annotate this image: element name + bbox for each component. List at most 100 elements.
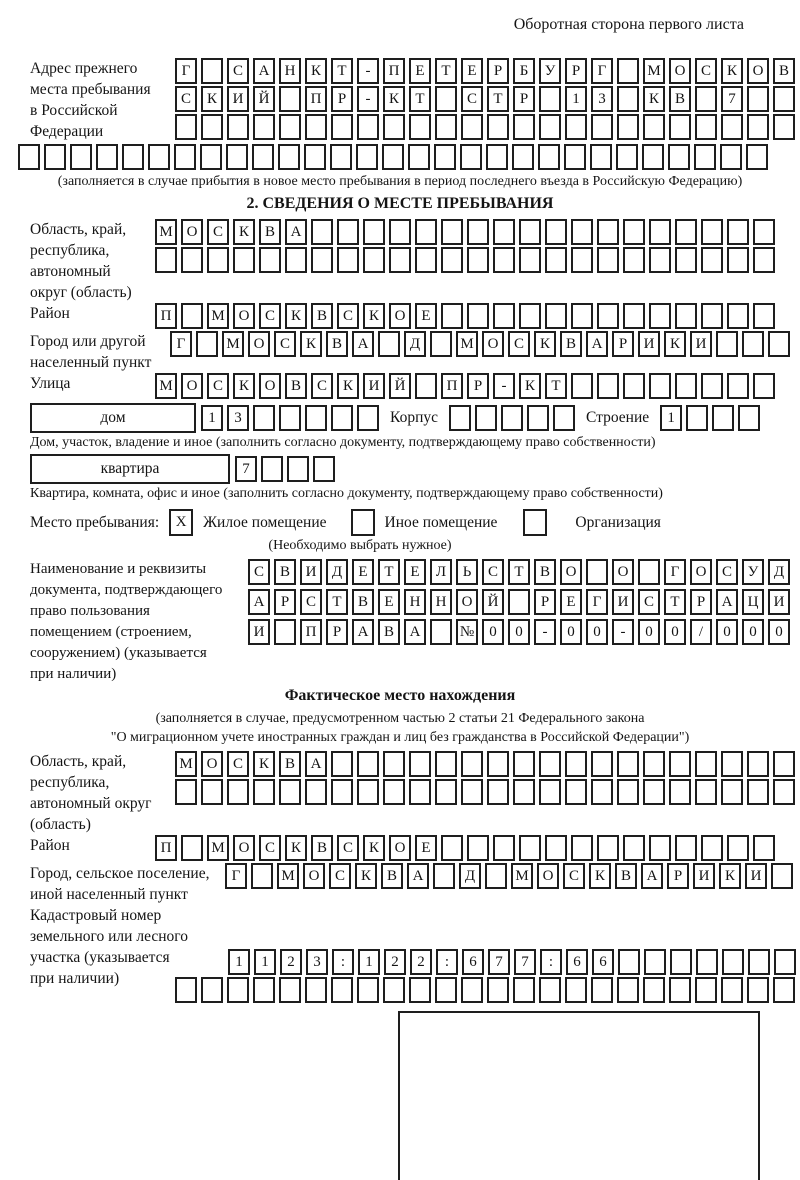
char-box[interactable] [643, 779, 665, 805]
char-box[interactable]: : [436, 949, 458, 975]
char-box[interactable] [512, 144, 534, 170]
char-box[interactable]: Т [331, 58, 353, 84]
char-box[interactable]: 7 [721, 86, 743, 112]
char-box[interactable]: 6 [566, 949, 588, 975]
char-box[interactable] [487, 114, 509, 140]
char-box[interactable] [675, 373, 697, 399]
char-box[interactable]: М [207, 835, 229, 861]
char-box[interactable] [747, 779, 769, 805]
char-box[interactable]: И [227, 86, 249, 112]
char-box[interactable] [337, 247, 359, 273]
char-box[interactable]: У [539, 58, 561, 84]
char-box[interactable] [485, 863, 507, 889]
char-box[interactable] [721, 751, 743, 777]
char-box[interactable] [467, 219, 489, 245]
char-box[interactable]: Г [175, 58, 197, 84]
char-box[interactable]: Н [279, 58, 301, 84]
char-box[interactable]: С [716, 559, 738, 585]
char-box[interactable]: Е [409, 58, 431, 84]
char-box[interactable] [415, 373, 437, 399]
char-box[interactable] [539, 977, 561, 1003]
char-box[interactable]: Т [508, 559, 530, 585]
char-box[interactable] [539, 779, 561, 805]
char-box[interactable] [175, 114, 197, 140]
char-box[interactable] [545, 219, 567, 245]
char-box[interactable] [486, 144, 508, 170]
char-box[interactable]: В [615, 863, 637, 889]
char-box[interactable] [449, 405, 471, 431]
char-box[interactable] [287, 456, 309, 482]
char-box[interactable]: Д [768, 559, 790, 585]
char-box[interactable]: В [669, 86, 691, 112]
char-box[interactable] [642, 144, 664, 170]
char-box[interactable] [638, 559, 660, 585]
char-box[interactable] [196, 331, 218, 357]
char-box[interactable]: 1 [254, 949, 276, 975]
char-box[interactable] [675, 835, 697, 861]
char-box[interactable] [716, 331, 738, 357]
char-box[interactable]: К [589, 863, 611, 889]
char-box[interactable] [565, 977, 587, 1003]
char-box[interactable] [747, 751, 769, 777]
char-box[interactable]: А [285, 219, 307, 245]
char-box[interactable] [571, 247, 593, 273]
char-box[interactable]: И [693, 863, 715, 889]
char-box[interactable]: И [745, 863, 767, 889]
char-box[interactable] [597, 247, 619, 273]
char-box[interactable]: Е [415, 303, 437, 329]
char-box[interactable]: С [259, 835, 281, 861]
char-box[interactable] [337, 219, 359, 245]
char-box[interactable] [721, 977, 743, 1003]
char-box[interactable]: В [352, 589, 374, 615]
char-box[interactable] [487, 779, 509, 805]
char-box[interactable] [305, 405, 327, 431]
char-box[interactable] [591, 751, 613, 777]
char-box[interactable]: О [201, 751, 223, 777]
char-box[interactable]: С [695, 58, 717, 84]
char-box[interactable] [461, 751, 483, 777]
char-box[interactable] [513, 751, 535, 777]
char-box[interactable]: 1 [660, 405, 683, 431]
char-box[interactable] [722, 949, 744, 975]
char-box[interactable]: К [721, 58, 743, 84]
char-box[interactable] [513, 114, 535, 140]
char-box[interactable]: 1 [201, 405, 223, 431]
char-box[interactable]: М [643, 58, 665, 84]
char-box[interactable]: 0 [482, 619, 504, 645]
char-box[interactable] [441, 247, 463, 273]
char-box[interactable] [434, 144, 456, 170]
char-box[interactable]: - [357, 58, 379, 84]
char-box[interactable]: К [233, 373, 255, 399]
char-box[interactable]: Н [430, 589, 452, 615]
char-box[interactable] [597, 835, 619, 861]
char-box[interactable]: 0 [586, 619, 608, 645]
char-box[interactable]: Р [565, 58, 587, 84]
char-box[interactable]: А [352, 331, 374, 357]
char-box[interactable] [747, 977, 769, 1003]
char-box[interactable] [278, 144, 300, 170]
char-box[interactable] [571, 303, 593, 329]
char-box[interactable]: К [201, 86, 223, 112]
char-box[interactable] [686, 405, 709, 431]
char-box[interactable] [253, 977, 275, 1003]
char-box[interactable]: М [511, 863, 533, 889]
char-box[interactable] [363, 219, 385, 245]
char-box[interactable] [768, 331, 790, 357]
char-box[interactable]: О [389, 835, 411, 861]
char-box[interactable] [18, 144, 40, 170]
char-box[interactable] [773, 977, 795, 1003]
char-box[interactable] [461, 114, 483, 140]
char-box[interactable] [597, 373, 619, 399]
char-box[interactable] [475, 405, 497, 431]
char-box[interactable]: С [337, 303, 359, 329]
char-box[interactable] [617, 751, 639, 777]
char-box[interactable]: А [248, 589, 270, 615]
char-box[interactable]: Г [225, 863, 247, 889]
char-box[interactable] [174, 144, 196, 170]
char-box[interactable] [70, 144, 92, 170]
char-box[interactable]: 0 [560, 619, 582, 645]
char-box[interactable] [623, 247, 645, 273]
char-box[interactable]: А [253, 58, 275, 84]
char-box[interactable]: О [456, 589, 478, 615]
char-box[interactable]: К [337, 373, 359, 399]
